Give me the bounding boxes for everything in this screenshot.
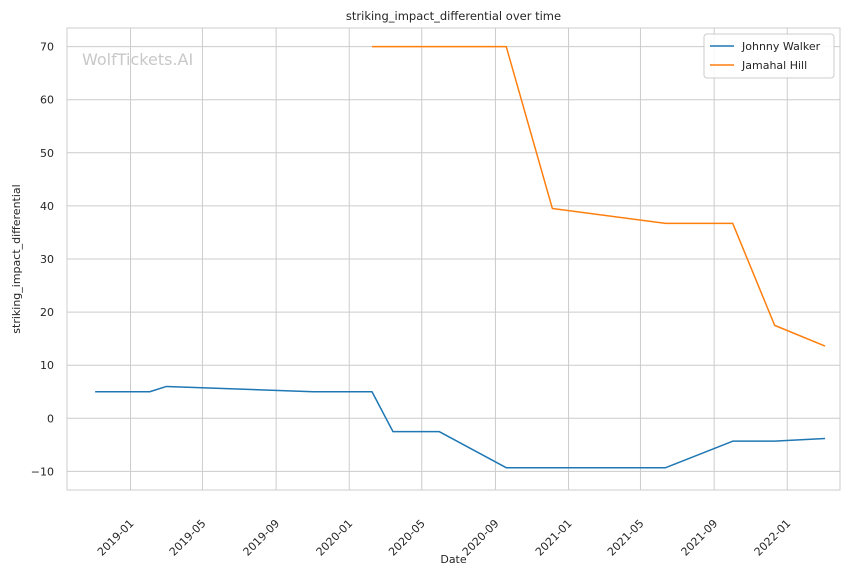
y-tick-label: 20 [40,306,54,319]
legend-label: Jamahal Hill [741,59,807,72]
legend-box [703,33,835,79]
y-axis-label: striking_impact_differential [10,184,23,333]
plot-frame [66,27,841,491]
series-line-johnny-walker [95,385,826,469]
x-axis-label: Date [440,553,467,566]
legend: Johnny Walker Jamahal Hill [703,33,835,79]
y-tick-label: 70 [40,41,54,54]
y-axis-ticks: −10 0 10 20 30 40 50 60 70 [31,41,54,479]
y-tick-label: 10 [40,359,54,372]
y-tick-label: −10 [31,465,54,478]
series-line-jamahal-hill [372,45,826,347]
y-tick-label: 0 [47,412,54,425]
y-tick-label: 60 [40,94,54,107]
grid [67,28,840,490]
series-lines [95,45,826,469]
chart-title: striking_impact_differential over time [346,9,561,23]
y-tick-label: 30 [40,253,54,266]
watermark: WolfTickets.AI [82,50,193,69]
legend-label: Johnny Walker [741,40,821,53]
y-tick-label: 40 [40,200,54,213]
y-tick-label: 50 [40,147,54,160]
